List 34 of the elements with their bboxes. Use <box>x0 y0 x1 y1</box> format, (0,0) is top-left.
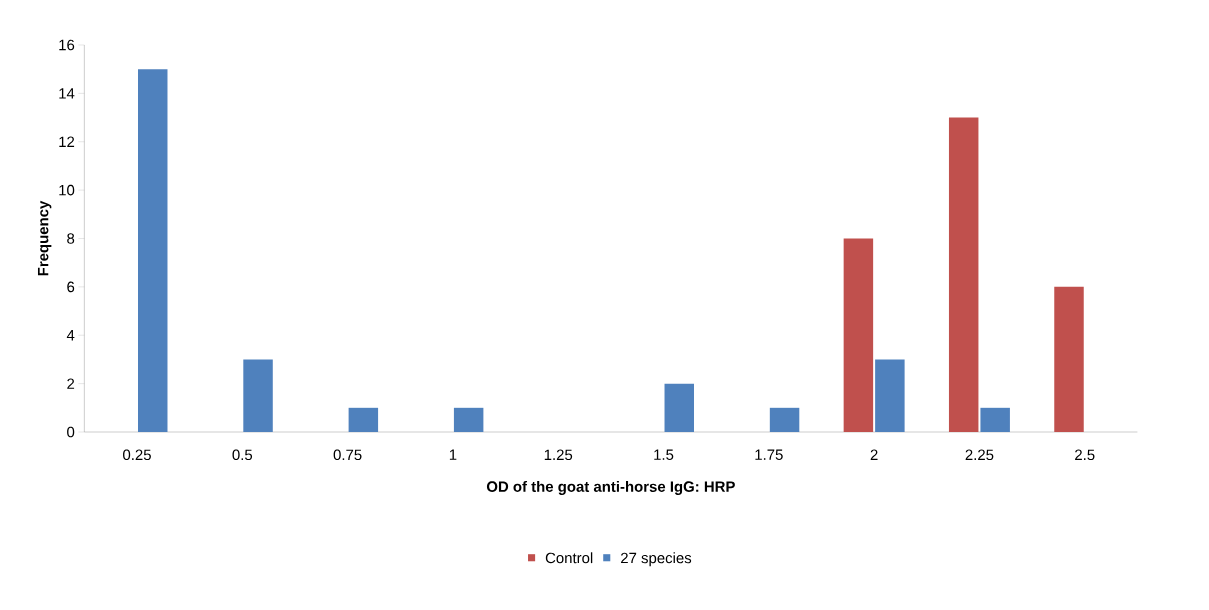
x-tick-label: 1.25 <box>544 449 573 461</box>
y-tick-label: 6 <box>67 281 75 293</box>
bar <box>453 407 484 432</box>
legend-label: 27 species <box>621 552 692 567</box>
bar <box>980 407 1010 432</box>
x-axis-title: OD of the goat anti-horse IgG: HRP <box>486 480 735 495</box>
bar <box>875 359 905 432</box>
bar <box>948 117 979 432</box>
x-tick-label: 0.5 <box>232 449 253 461</box>
x-tick-label: 2.25 <box>965 449 994 461</box>
bar <box>138 69 168 432</box>
bar <box>769 407 800 432</box>
bar <box>664 383 694 432</box>
legend-label: Control <box>545 552 593 564</box>
y-tick-label: 14 <box>59 88 75 99</box>
y-tick-label: 2 <box>67 378 75 389</box>
bar <box>348 407 379 432</box>
y-tick-label: 12 <box>59 136 75 147</box>
x-tick-label: 0.25 <box>123 449 151 461</box>
y-tick-label: 4 <box>66 330 75 341</box>
x-tick-label: 2 <box>870 449 878 460</box>
x-tick-label: 1.75 <box>755 449 783 460</box>
y-tick-label: 0 <box>67 426 75 438</box>
x-tick-label: 2.5 <box>1075 449 1095 461</box>
bar <box>243 359 273 432</box>
bar <box>843 238 874 432</box>
bar <box>1054 286 1084 432</box>
x-tick-label: 0.75 <box>333 449 362 461</box>
x-tick-label: 1 <box>449 449 457 460</box>
y-axis-title: Frequency <box>37 200 52 276</box>
x-tick-label: 1.5 <box>654 449 674 460</box>
y-tick-label: 10 <box>59 184 75 196</box>
y-tick-label: 8 <box>67 233 75 244</box>
y-tick-label: 16 <box>59 39 75 51</box>
